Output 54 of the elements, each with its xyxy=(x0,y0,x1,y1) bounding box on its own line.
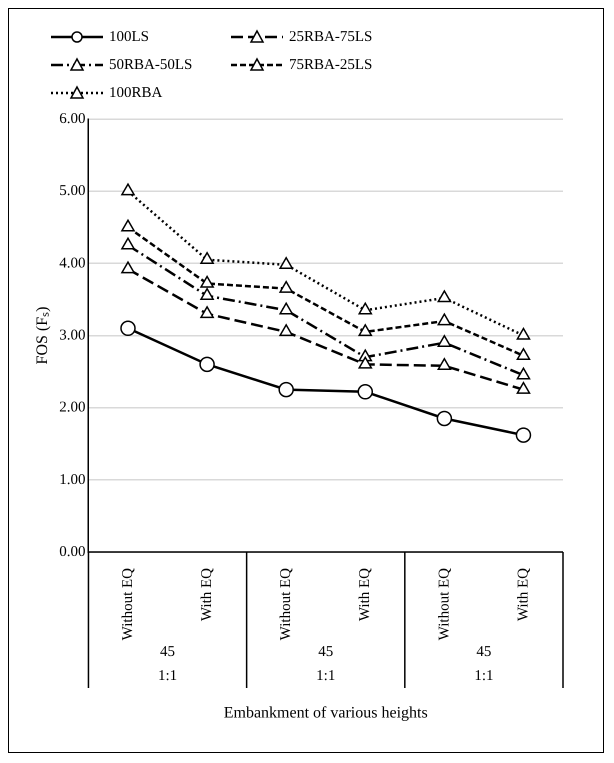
x-tick-label: Without EQ xyxy=(278,568,294,640)
legend-label: 100RBA xyxy=(109,84,162,102)
y-axis-title: FOS (Fₛ) xyxy=(34,306,51,364)
text: 1:1 xyxy=(158,668,178,684)
point xyxy=(200,288,214,300)
x-tick-label: With EQ xyxy=(515,568,532,622)
x-tick-label: With EQ xyxy=(199,568,216,622)
point xyxy=(200,276,214,288)
point xyxy=(358,324,372,336)
point xyxy=(438,334,452,347)
x-axis-title: Embankment of various heights xyxy=(224,704,428,722)
point xyxy=(121,183,135,196)
point xyxy=(438,290,452,302)
point xyxy=(438,313,452,326)
point xyxy=(200,306,214,318)
y-tick-label: 6.00 xyxy=(59,110,86,127)
text: 45 xyxy=(318,644,334,660)
point xyxy=(199,356,215,372)
legend-label: 25RBA-75LS xyxy=(289,28,372,46)
point xyxy=(121,261,135,274)
point xyxy=(358,384,374,400)
point xyxy=(279,324,293,336)
point xyxy=(516,367,530,380)
point xyxy=(279,280,293,293)
y-tick-label: 2.00 xyxy=(59,400,86,416)
text: 1:1 xyxy=(316,668,336,684)
point xyxy=(516,427,532,443)
legend-label: 50RBA-50LS xyxy=(109,56,192,74)
point xyxy=(200,252,214,264)
point xyxy=(121,220,135,232)
y-tick-label: 3.00 xyxy=(59,327,86,344)
point xyxy=(436,410,452,426)
point xyxy=(278,382,294,398)
y-tick-label: 1.00 xyxy=(59,472,86,488)
point xyxy=(121,238,135,250)
point xyxy=(516,348,530,360)
text: 45 xyxy=(476,644,492,660)
y-tick-label: 0.00 xyxy=(59,544,86,560)
x-tick-label: With EQ xyxy=(357,568,374,622)
point xyxy=(358,302,372,314)
point xyxy=(516,382,530,394)
y-tick-label: 5.00 xyxy=(59,183,86,200)
y-tick-label: 4.00 xyxy=(59,255,86,272)
point xyxy=(438,358,452,370)
point xyxy=(279,302,293,314)
point xyxy=(516,328,530,340)
legend-label: 75RBA-25LS xyxy=(289,56,372,74)
text: 1:1 xyxy=(474,668,494,684)
x-tick-label: Without EQ xyxy=(120,568,136,640)
x-tick-label: Without EQ xyxy=(436,568,452,640)
point xyxy=(358,356,372,369)
text: 45 xyxy=(160,644,176,660)
point xyxy=(279,257,293,270)
legend-label: 100LS xyxy=(109,28,150,46)
